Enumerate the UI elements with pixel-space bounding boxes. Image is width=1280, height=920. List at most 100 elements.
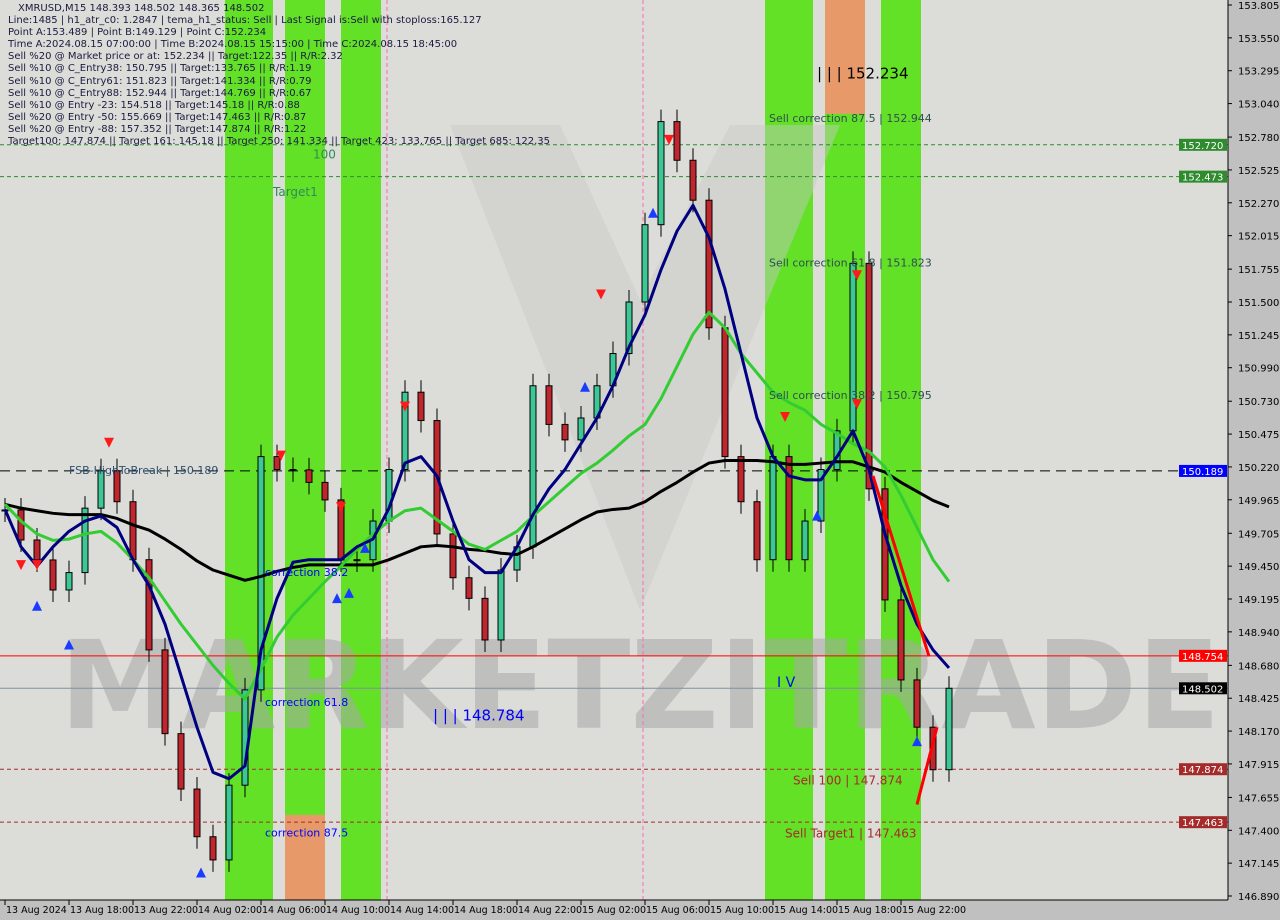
candle-bearish [913,679,921,728]
info-line: Sell %10 @ C_Entry61: 151.823 || Target:… [8,75,312,87]
price-tick-label: 146.890 [1238,892,1279,903]
candle-bullish [225,784,233,861]
price-tick-label: 148.170 [1238,727,1279,738]
candle-bearish [273,456,281,471]
info-line: Line:1485 | h1_atr_c0: 1.2847 | tema_h1_… [8,15,482,27]
price-tick-label: 150.730 [1238,397,1279,408]
candle-bullish [353,559,361,562]
candle-bearish [753,501,761,561]
time-tick-label: 14 Aug 10:00 [326,905,390,916]
sell-arrow-icon [16,560,26,571]
chart-annotation: Sell correction 38.2 | 150.795 [769,389,932,402]
targets-line: Target100: 147.874 || Target 161: 145.18… [8,136,550,148]
price-tick-label: 147.400 [1238,826,1279,837]
time-tick-label: 14 Aug 14:00 [390,905,454,916]
candle-bearish [49,559,57,591]
sell-arrow-icon [336,502,346,513]
candle-bullish [97,470,105,509]
signal-arrows [16,134,922,878]
candle-bearish [33,539,41,561]
signal-zone-target [825,0,865,114]
moving-average-line [3,310,951,701]
candle-bearish [113,470,121,503]
price-level-label: 150.189 [1182,467,1223,478]
sell-arrow-icon [664,134,674,145]
time-tick-label: 13 Aug 18:00 [70,905,134,916]
chart-annotation: FSB-HighToBreak | 150.189 [69,464,218,477]
sell-arrow-icon [852,270,862,281]
time-tick-label: 14 Aug 02:00 [198,905,262,916]
candle-bearish [17,509,25,541]
candle-bearish [561,423,569,441]
candle-bearish [417,391,425,422]
time-tick-label: 15 Aug 18:00 [838,905,902,916]
price-level-label-bg [1179,649,1227,662]
info-line: Sell %20 @ Entry -88: 157.352 || Target:… [8,123,307,135]
candle-bearish [673,121,681,161]
candle-bullish [577,417,585,441]
buy-arrow-icon [360,542,370,553]
trend-lines [871,475,939,805]
chart-annotation: Sell Target1 | 147.463 [785,827,917,841]
price-tick-label: 152.270 [1238,199,1279,210]
buy-arrow-icon [32,600,42,611]
moving-average-line [4,458,950,582]
time-tick-label: 15 Aug 14:00 [774,905,838,916]
info-line: Sell %10 @ C_Entry38: 150.795 || Target:… [8,63,312,75]
time-tick-label: 14 Aug 22:00 [518,905,582,916]
moving-average-line [3,203,951,781]
buy-arrow-icon [812,510,822,521]
candle-bullish [65,572,73,591]
candle-bearish [865,262,873,490]
time-tick-label: 15 Aug 22:00 [902,905,966,916]
price-tick-label: 151.755 [1238,265,1279,276]
signal-zone [341,0,381,900]
chart-annotation: Sell correction 87.5 | 152.944 [769,112,932,125]
price-tick-label: 152.780 [1238,133,1279,144]
sell-arrow-icon [400,401,410,412]
time-tick-label: 13 Aug 2024 [6,905,67,916]
info-line: Sell %20 @ Market price or at: 152.234 |… [8,51,343,63]
price-tick-label: 148.940 [1238,628,1279,639]
sell-arrow-icon [852,399,862,410]
trend-line [871,475,931,657]
candle-bullish [401,391,409,471]
candle-bullish [529,385,537,548]
price-tick-label: 147.655 [1238,793,1279,804]
candle-bearish [465,577,473,599]
candle-bearish [193,788,201,838]
buy-arrow-icon [196,867,206,878]
candle-bearish [785,456,793,561]
sell-arrow-icon [596,289,606,300]
price-level-label: 148.754 [1182,652,1223,663]
price-tick-label: 153.805 [1238,1,1279,12]
price-level-label: 152.473 [1182,173,1223,184]
time-tick-label: 15 Aug 06:00 [646,905,710,916]
candle-bearish [449,533,457,579]
price-tick-label: 153.295 [1238,67,1279,78]
candle-bearish [689,159,697,201]
candles [1,109,953,872]
buy-arrow-icon [332,593,342,604]
time-tick-label: 15 Aug 10:00 [710,905,774,916]
price-level-label-bg [1179,763,1227,776]
time-axis[interactable] [0,900,1280,920]
price-tick-label: 153.040 [1238,100,1279,111]
chart-annotation: correction 61.8 [265,696,348,709]
chart-annotation: | | | 148.784 [433,706,525,724]
candle-bearish [289,469,297,472]
info-line: Time A:2024.08.15 07:00:00 | Time B:2024… [8,39,458,51]
chart-annotation: I V [777,675,796,691]
price-axis[interactable] [1228,0,1280,920]
price-level-label-bg [1179,138,1227,151]
candle-bearish [129,501,137,561]
sell-arrow-icon [780,411,790,422]
price-tick-label: 149.965 [1238,496,1279,507]
price-level-labels: 152.720 152.473 150.189 148.754 148.502 147.8… [1179,138,1227,829]
buy-arrow-icon [344,587,354,598]
price-level-label: 147.874 [1182,765,1223,776]
candle-bullish [849,262,857,432]
chart-annotation: Sell 100 | 147.874 [793,774,903,788]
buy-arrow-icon [580,381,590,392]
